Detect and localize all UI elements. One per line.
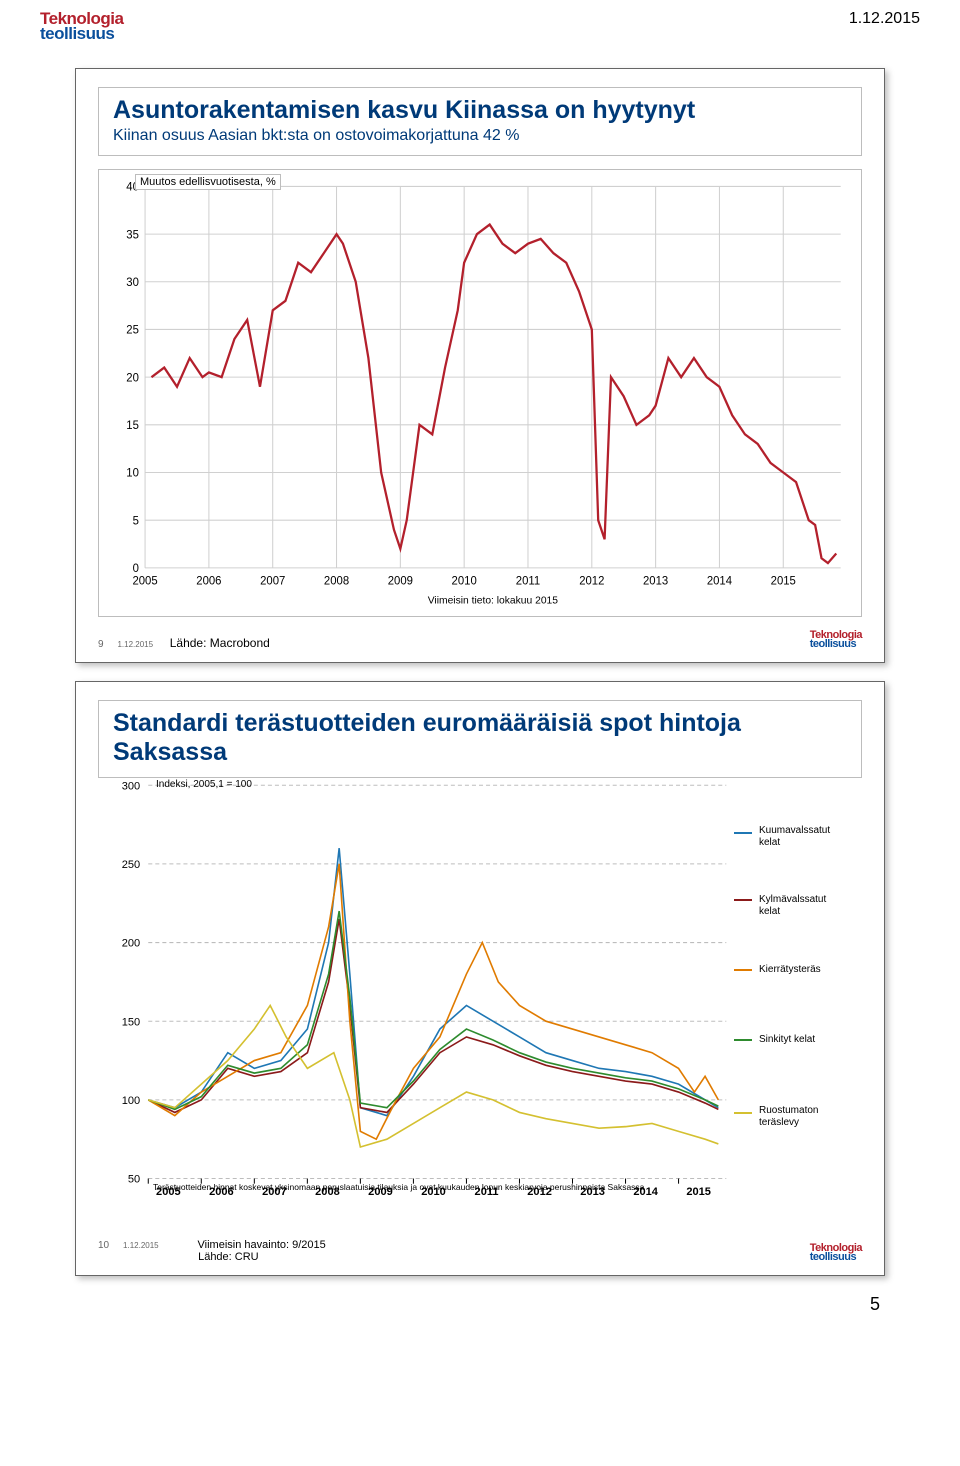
svg-text:35: 35 bbox=[126, 229, 139, 241]
china-housing-chart: 0510152025303540200520062007200820092010… bbox=[109, 178, 851, 610]
page-number: 5 bbox=[40, 1294, 880, 1315]
svg-text:20: 20 bbox=[126, 372, 139, 384]
steel-prices-chart: 5010015020025030020052006200720082009201… bbox=[98, 777, 862, 1230]
legend-line-ruostumaton bbox=[734, 1112, 752, 1114]
legend-label-kierratys: Kierrätysteräs bbox=[759, 964, 844, 976]
legend-line-kylma bbox=[734, 899, 752, 901]
logo-bottom-text: teollisuus bbox=[40, 25, 123, 42]
slide-1-source: Lähde: Macrobond bbox=[170, 636, 270, 650]
slide-1-subtitle: Kiinan osuus Aasian bkt:sta on ostovoima… bbox=[113, 127, 847, 145]
y-axis-label-box: Muutos edellisvuotisesta, % bbox=[135, 174, 281, 190]
legend-line-kierratys bbox=[734, 969, 752, 971]
slide-1-chart-frame: 0510152025303540200520062007200820092010… bbox=[98, 169, 862, 617]
page: Teknologia teollisuus 1.12.2015 Asuntora… bbox=[0, 0, 960, 1345]
slide-1-footer-date: 1.12.2015 bbox=[117, 640, 153, 649]
footer-logo-bot-2: teollisuus bbox=[810, 1252, 862, 1263]
brand-logo: Teknologia teollisuus bbox=[40, 10, 123, 42]
svg-text:2012: 2012 bbox=[579, 576, 604, 588]
slide-2-footer-date: 1.12.2015 bbox=[123, 1241, 159, 1250]
slide-1-title-bar: Asuntorakentamisen kasvu Kiinassa on hyy… bbox=[98, 87, 862, 156]
legend-label-ruostumaton: Ruostumaton teräslevy bbox=[759, 1105, 844, 1129]
svg-text:250: 250 bbox=[122, 859, 140, 871]
slide-2-footer-logo: Teknologia teollisuus bbox=[810, 1243, 862, 1263]
svg-text:300: 300 bbox=[122, 780, 140, 792]
svg-text:30: 30 bbox=[126, 277, 139, 289]
legend-label-kylma: Kylmävalssatut kelat bbox=[759, 894, 844, 918]
slide-2-footer: 10 1.12.2015 Viimeisin havainto: 9/2015 … bbox=[98, 1239, 862, 1263]
slide-2-source1: Viimeisin havainto: 9/2015 bbox=[198, 1239, 326, 1251]
svg-text:2010: 2010 bbox=[452, 576, 477, 588]
svg-text:2014: 2014 bbox=[707, 576, 733, 588]
svg-text:2013: 2013 bbox=[643, 576, 668, 588]
svg-text:200: 200 bbox=[122, 938, 140, 950]
svg-text:150: 150 bbox=[122, 1016, 140, 1028]
index-label: Indeksi, 2005,1 = 100 bbox=[156, 779, 252, 790]
slide-2-chart-frame: 5010015020025030020052006200720082009201… bbox=[98, 777, 862, 1230]
slide-1-footer-logo: Teknologia teollisuus bbox=[810, 630, 862, 650]
svg-text:50: 50 bbox=[128, 1174, 140, 1186]
slide-2: Standardi terästuotteiden euromääräisiä … bbox=[75, 681, 885, 1276]
footer-logo-bot: teollisuus bbox=[810, 639, 862, 650]
slide-1: Asuntorakentamisen kasvu Kiinassa on hyy… bbox=[75, 68, 885, 663]
slide-1-title: Asuntorakentamisen kasvu Kiinassa on hyy… bbox=[113, 96, 847, 125]
svg-text:25: 25 bbox=[126, 325, 139, 337]
svg-text:2005: 2005 bbox=[132, 576, 157, 588]
svg-text:2009: 2009 bbox=[388, 576, 413, 588]
svg-text:2011: 2011 bbox=[516, 576, 540, 588]
svg-text:2006: 2006 bbox=[196, 576, 221, 588]
slide-1-footer-index: 9 bbox=[98, 639, 104, 650]
slide-2-footer-index: 10 bbox=[98, 1240, 109, 1251]
slide-1-footer-left: 9 1.12.2015 Lähde: Macrobond bbox=[98, 636, 270, 650]
svg-text:2015: 2015 bbox=[771, 576, 796, 588]
page-header: Teknologia teollisuus 1.12.2015 bbox=[40, 0, 920, 50]
slide-2-title: Standardi terästuotteiden euromääräisiä … bbox=[113, 709, 847, 767]
legend-line-sinkityt bbox=[734, 1039, 752, 1041]
legend-label-sinkityt: Sinkityt kelat bbox=[759, 1034, 844, 1046]
svg-text:2015: 2015 bbox=[686, 1186, 711, 1198]
legend-line-kuuma bbox=[734, 832, 752, 834]
svg-text:Viimeisin tieto: lokakuu 2015: Viimeisin tieto: lokakuu 2015 bbox=[428, 596, 558, 607]
steel-footnote: Terästuotteiden hinnat koskevat yksinoma… bbox=[153, 1182, 644, 1192]
slide-2-title-bar: Standardi terästuotteiden euromääräisiä … bbox=[98, 700, 862, 778]
slide-2-source2: Lähde: CRU bbox=[198, 1251, 259, 1263]
legend-label-kuuma: Kuumavalssatut kelat bbox=[759, 825, 844, 849]
slide-1-footer: 9 1.12.2015 Lähde: Macrobond Teknologia … bbox=[98, 630, 862, 650]
svg-text:10: 10 bbox=[126, 468, 139, 480]
svg-text:2007: 2007 bbox=[260, 576, 285, 588]
svg-text:0: 0 bbox=[133, 563, 139, 575]
slide-2-footer-left: 10 1.12.2015 Viimeisin havainto: 9/2015 … bbox=[98, 1239, 326, 1263]
header-date: 1.12.2015 bbox=[849, 10, 920, 28]
svg-text:5: 5 bbox=[133, 515, 139, 527]
svg-text:2008: 2008 bbox=[324, 576, 349, 588]
svg-text:100: 100 bbox=[122, 1095, 140, 1107]
svg-text:15: 15 bbox=[126, 420, 139, 432]
